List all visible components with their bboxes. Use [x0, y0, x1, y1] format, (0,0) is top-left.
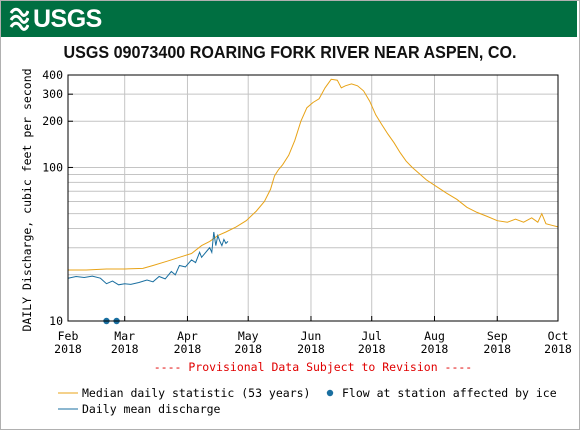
y-tick-label: 100	[42, 160, 63, 174]
y-tick-label: 10	[49, 314, 63, 328]
x-tick-month-label: Apr	[177, 329, 198, 343]
legend-daily-label: Daily mean discharge	[82, 402, 221, 416]
x-tick-year-label: 2018	[234, 342, 262, 356]
usgs-logo-text: USGS	[33, 5, 102, 33]
provisional-note: ---- Provisional Data Subject to Revisio…	[154, 360, 473, 374]
axis-ticks	[67, 74, 559, 322]
usgs-logo-icon	[9, 7, 29, 31]
median-daily-line	[68, 78, 559, 271]
y-tick-label: 200	[42, 114, 63, 128]
x-tick-year-label: 2018	[358, 342, 386, 356]
x-tick-labels: Feb2018Mar2018Apr2018May2018Jun2018Jul20…	[54, 329, 572, 356]
series-layer	[67, 78, 559, 325]
y-axis-label: DAILY Discharge, cubic feet per second	[20, 68, 34, 331]
x-tick-month-label: Feb	[58, 329, 79, 343]
x-tick-year-label: 2018	[54, 342, 82, 356]
x-tick-year-label: 2018	[544, 342, 572, 356]
legend: Median daily statistic (53 years) Flow a…	[58, 386, 557, 416]
plot-area-border	[67, 74, 559, 322]
x-tick-year-label: 2018	[297, 342, 325, 356]
x-tick-month-label: May	[238, 329, 259, 343]
x-tick-year-label: 2018	[111, 342, 139, 356]
x-tick-year-label: 2018	[483, 342, 511, 356]
x-tick-year-label: 2018	[174, 342, 202, 356]
x-tick-month-label: Sep	[487, 329, 508, 343]
y-tick-label: 400	[42, 68, 63, 82]
x-tick-month-label: Jul	[361, 329, 382, 343]
legend-ice-label: Flow at station affected by ice	[342, 386, 557, 400]
x-tick-month-label: Mar	[114, 329, 135, 343]
y-tick-label: 300	[42, 87, 63, 101]
y-tick-labels: 10 100 200 300 400	[42, 68, 63, 328]
grid-lines	[67, 75, 559, 321]
x-tick-year-label: 2018	[421, 342, 449, 356]
x-tick-month-label: Oct	[548, 329, 569, 343]
chart-title: USGS 09073400 ROARING FORK RIVER NEAR AS…	[63, 42, 517, 62]
daily-mean-line	[67, 231, 229, 286]
legend-median-label: Median daily statistic (53 years)	[82, 386, 310, 400]
legend-ice-marker	[326, 389, 334, 397]
x-tick-month-label: Jun	[301, 329, 322, 343]
x-tick-month-label: Aug	[424, 329, 445, 343]
usgs-banner: USGS	[1, 1, 577, 37]
